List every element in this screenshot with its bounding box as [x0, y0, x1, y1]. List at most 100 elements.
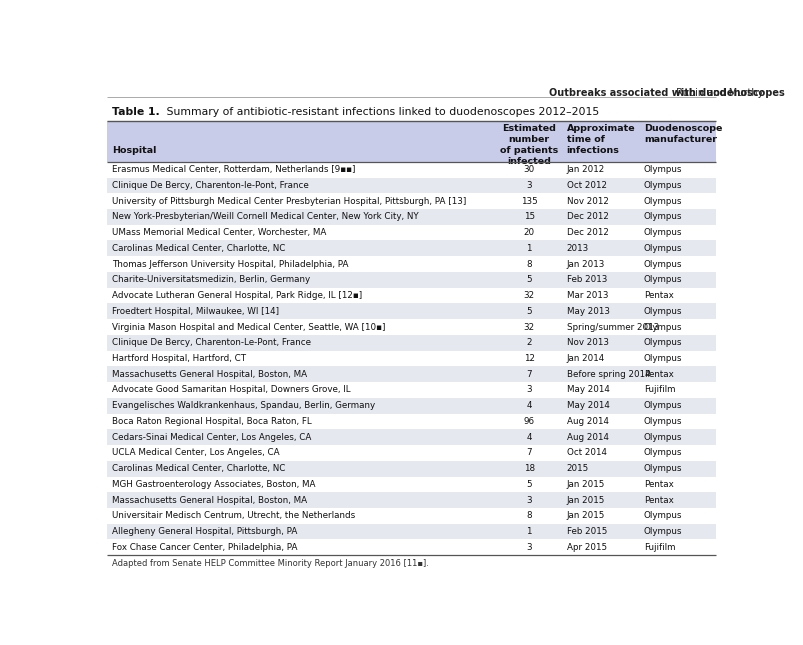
Text: Nov 2012: Nov 2012: [566, 197, 608, 206]
Bar: [107, 177, 715, 194]
Text: Jan 2012: Jan 2012: [566, 165, 604, 174]
Text: Olympus: Olympus: [643, 511, 682, 521]
Text: Table 1.: Table 1.: [112, 107, 159, 117]
Text: Apr 2015: Apr 2015: [566, 543, 606, 552]
Text: Fujifilm: Fujifilm: [643, 543, 675, 552]
Text: May 2014: May 2014: [566, 401, 609, 410]
Bar: [107, 162, 715, 177]
Text: Jan 2015: Jan 2015: [566, 495, 604, 504]
Text: Clinique De Bercy, Charenton-le-Pont, France: Clinique De Bercy, Charenton-le-Pont, Fr…: [112, 181, 308, 190]
Text: Pentax: Pentax: [643, 480, 673, 489]
Text: Allegheny General Hospital, Pittsburgh, PA: Allegheny General Hospital, Pittsburgh, …: [112, 527, 297, 536]
Text: Outbreaks associated with duodenoscopes: Outbreaks associated with duodenoscopes: [548, 88, 784, 98]
Text: Jan 2014: Jan 2014: [566, 354, 604, 363]
Text: Hospital: Hospital: [112, 146, 156, 155]
Text: 20: 20: [523, 228, 534, 237]
Bar: [107, 398, 715, 413]
Text: Carolinas Medical Center, Charlotte, NC: Carolinas Medical Center, Charlotte, NC: [112, 464, 285, 473]
Text: Oct 2014: Oct 2014: [566, 448, 605, 457]
Text: Olympus: Olympus: [643, 197, 682, 206]
Bar: [107, 256, 715, 272]
Bar: [107, 335, 715, 351]
Text: Olympus: Olympus: [643, 259, 682, 268]
Text: 96: 96: [523, 417, 534, 426]
Text: MGH Gastroenterology Associates, Boston, MA: MGH Gastroenterology Associates, Boston,…: [112, 480, 315, 489]
Text: 8: 8: [526, 259, 532, 268]
Text: Massachusetts General Hospital, Boston, MA: Massachusetts General Hospital, Boston, …: [112, 370, 307, 379]
Bar: [107, 508, 715, 524]
Text: Jan 2015: Jan 2015: [566, 480, 604, 489]
Text: Before spring 2014: Before spring 2014: [566, 370, 650, 379]
Text: Olympus: Olympus: [643, 275, 682, 284]
Text: Erasmus Medical Center, Rotterdam, Netherlands [9▪▪]: Erasmus Medical Center, Rotterdam, Nethe…: [112, 165, 355, 174]
Text: Olympus: Olympus: [643, 527, 682, 536]
Text: Olympus: Olympus: [643, 165, 682, 174]
Text: Pentax: Pentax: [643, 291, 673, 300]
Text: Spring/summer 2013: Spring/summer 2013: [566, 322, 658, 332]
Text: Olympus: Olympus: [643, 464, 682, 473]
Text: 7: 7: [526, 370, 532, 379]
Text: 5: 5: [526, 275, 532, 284]
Bar: [107, 445, 715, 461]
Text: Olympus: Olympus: [643, 338, 682, 347]
Text: Fox Chase Cancer Center, Philadelphia, PA: Fox Chase Cancer Center, Philadelphia, P…: [112, 543, 297, 552]
Text: Advocate Lutheran General Hospital, Park Ridge, IL [12▪]: Advocate Lutheran General Hospital, Park…: [112, 291, 361, 300]
Text: 2015: 2015: [566, 464, 588, 473]
Text: 1: 1: [526, 527, 532, 536]
Text: Clinique De Bercy, Charenton-Le-Pont, France: Clinique De Bercy, Charenton-Le-Pont, Fr…: [112, 338, 310, 347]
Bar: [107, 319, 715, 335]
Text: Estimated
number
of patients
infected: Estimated number of patients infected: [499, 124, 557, 166]
Text: 2013: 2013: [566, 244, 588, 253]
Text: 2: 2: [526, 338, 532, 347]
Text: Olympus: Olympus: [643, 228, 682, 237]
Text: Advocate Good Samaritan Hospital, Downers Grove, IL: Advocate Good Samaritan Hospital, Downer…: [112, 386, 350, 395]
Bar: [107, 351, 715, 366]
Text: 18: 18: [523, 464, 534, 473]
Text: UMass Memorial Medical Center, Worchester, MA: UMass Memorial Medical Center, Worcheste…: [112, 228, 326, 237]
Text: Olympus: Olympus: [643, 181, 682, 190]
Text: Adapted from Senate HELP Committee Minority Report January 2016 [11▪].: Adapted from Senate HELP Committee Minor…: [112, 559, 428, 568]
Text: Pentax: Pentax: [643, 495, 673, 504]
Text: Olympus: Olympus: [643, 244, 682, 253]
Text: Carolinas Medical Center, Charlotte, NC: Carolinas Medical Center, Charlotte, NC: [112, 244, 285, 253]
Bar: [107, 303, 715, 319]
Text: Olympus: Olympus: [643, 433, 682, 442]
Text: 1: 1: [526, 244, 532, 253]
Text: Summary of antibiotic-resistant infections linked to duodenoscopes 2012–2015: Summary of antibiotic-resistant infectio…: [162, 107, 598, 117]
Text: Evangelisches Waldkrankenhaus, Spandau, Berlin, Germany: Evangelisches Waldkrankenhaus, Spandau, …: [112, 401, 374, 410]
Text: 4: 4: [526, 433, 532, 442]
Text: Approximate
time of
infections: Approximate time of infections: [566, 124, 634, 155]
Text: 15: 15: [523, 212, 534, 221]
Text: Pentax: Pentax: [643, 370, 673, 379]
Bar: [107, 492, 715, 508]
Bar: [107, 413, 715, 430]
Bar: [107, 288, 715, 303]
Text: May 2014: May 2014: [566, 386, 609, 395]
Bar: [107, 121, 715, 162]
Text: Mar 2013: Mar 2013: [566, 291, 607, 300]
Text: Feb 2015: Feb 2015: [566, 527, 606, 536]
Text: New York-Presbyterian/Weill Cornell Medical Center, New York City, NY: New York-Presbyterian/Weill Cornell Medi…: [112, 212, 418, 221]
Text: Dec 2012: Dec 2012: [566, 212, 608, 221]
Bar: [107, 366, 715, 382]
Text: 7: 7: [526, 448, 532, 457]
Bar: [107, 430, 715, 445]
Bar: [107, 224, 715, 241]
Text: Charite-Universitatsmedizin, Berlin, Germany: Charite-Universitatsmedizin, Berlin, Ger…: [112, 275, 309, 284]
Text: Olympus: Olympus: [643, 448, 682, 457]
Text: Boca Raton Regional Hospital, Boca Raton, FL: Boca Raton Regional Hospital, Boca Raton…: [112, 417, 311, 426]
Text: Thomas Jefferson University Hospital, Philadelphia, PA: Thomas Jefferson University Hospital, Ph…: [112, 259, 348, 268]
Text: Dec 2012: Dec 2012: [566, 228, 608, 237]
Text: Aug 2014: Aug 2014: [566, 433, 608, 442]
Text: 32: 32: [523, 322, 534, 332]
Text: Olympus: Olympus: [643, 354, 682, 363]
Text: UCLA Medical Center, Los Angeles, CA: UCLA Medical Center, Los Angeles, CA: [112, 448, 279, 457]
Text: 4: 4: [526, 401, 532, 410]
Text: 3: 3: [526, 386, 532, 395]
Text: 3: 3: [526, 495, 532, 504]
Bar: [107, 461, 715, 477]
Text: 3: 3: [526, 181, 532, 190]
Text: 12: 12: [523, 354, 534, 363]
Bar: [107, 241, 715, 256]
Text: Fujifilm: Fujifilm: [643, 386, 675, 395]
